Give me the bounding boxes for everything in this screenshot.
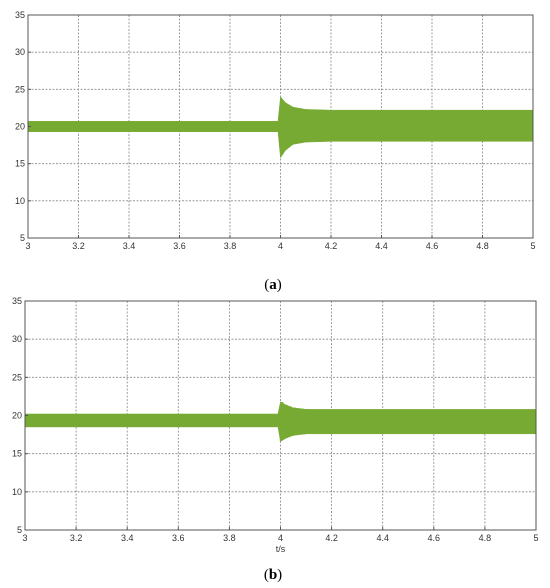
- x-tick-label: 4: [278, 241, 283, 251]
- x-tick-label: 4.8: [476, 241, 489, 251]
- x-tick-label: 4.4: [376, 533, 389, 543]
- y-tick-label: 10: [12, 487, 22, 497]
- x-tick-label: 3.4: [121, 533, 134, 543]
- y-tick-label: 15: [12, 449, 22, 459]
- x-tick-label: 3.2: [72, 241, 85, 251]
- y-tick-label: 20: [12, 411, 22, 421]
- x-tick-label: 4.6: [428, 533, 441, 543]
- x-tick-label: 3.6: [172, 533, 185, 543]
- y-tick-label: 30: [15, 47, 25, 57]
- x-tick-label: 3.4: [123, 241, 136, 251]
- x-tick-label: 3: [25, 241, 30, 251]
- x-tick-label: 4.8: [479, 533, 492, 543]
- x-tick-label: 3.8: [223, 533, 236, 543]
- chart-a: 3 3.2 3.4 3.6 3.8 4 4.2 4.4 4.6 4.8 5 5 10 15 20 25 30 35: [15, 10, 536, 251]
- y-tick-label: 5: [17, 525, 22, 535]
- x-tick-label: 3.2: [70, 533, 83, 543]
- chart-b: 3 3.2 3.4 3.6 3.8 4 4.2 4.4 4.6 4.8 5 5 10 15 20 25 30 35…: [12, 296, 539, 554]
- x-tick-label: 3: [22, 533, 27, 543]
- y-tick-label: 5: [20, 233, 25, 243]
- caption-b: (b): [264, 567, 282, 583]
- x-tick-label: 4: [278, 533, 283, 543]
- x-tick-label: 4.2: [325, 241, 338, 251]
- y-tick-label: 25: [15, 84, 25, 94]
- x-axis-label: t/s: [276, 544, 286, 554]
- y-tick-label: 35: [12, 296, 22, 306]
- y-tick-label: 30: [12, 334, 22, 344]
- caption-a: (a): [264, 277, 282, 293]
- y-tick-label: 10: [15, 196, 25, 206]
- y-tick-label: 25: [12, 372, 22, 382]
- x-tick-label: 5: [530, 241, 535, 251]
- x-tick-label: 4.4: [375, 241, 388, 251]
- x-tick-label: 3.6: [173, 241, 186, 251]
- y-tick-label: 20: [15, 122, 25, 132]
- y-tick-label: 35: [15, 10, 25, 20]
- x-tick-label: 3.8: [224, 241, 237, 251]
- x-tick-label: 4.2: [325, 533, 338, 543]
- x-tick-label: 5: [533, 533, 538, 543]
- y-tick-label: 15: [15, 159, 25, 169]
- x-tick-label: 4.6: [426, 241, 439, 251]
